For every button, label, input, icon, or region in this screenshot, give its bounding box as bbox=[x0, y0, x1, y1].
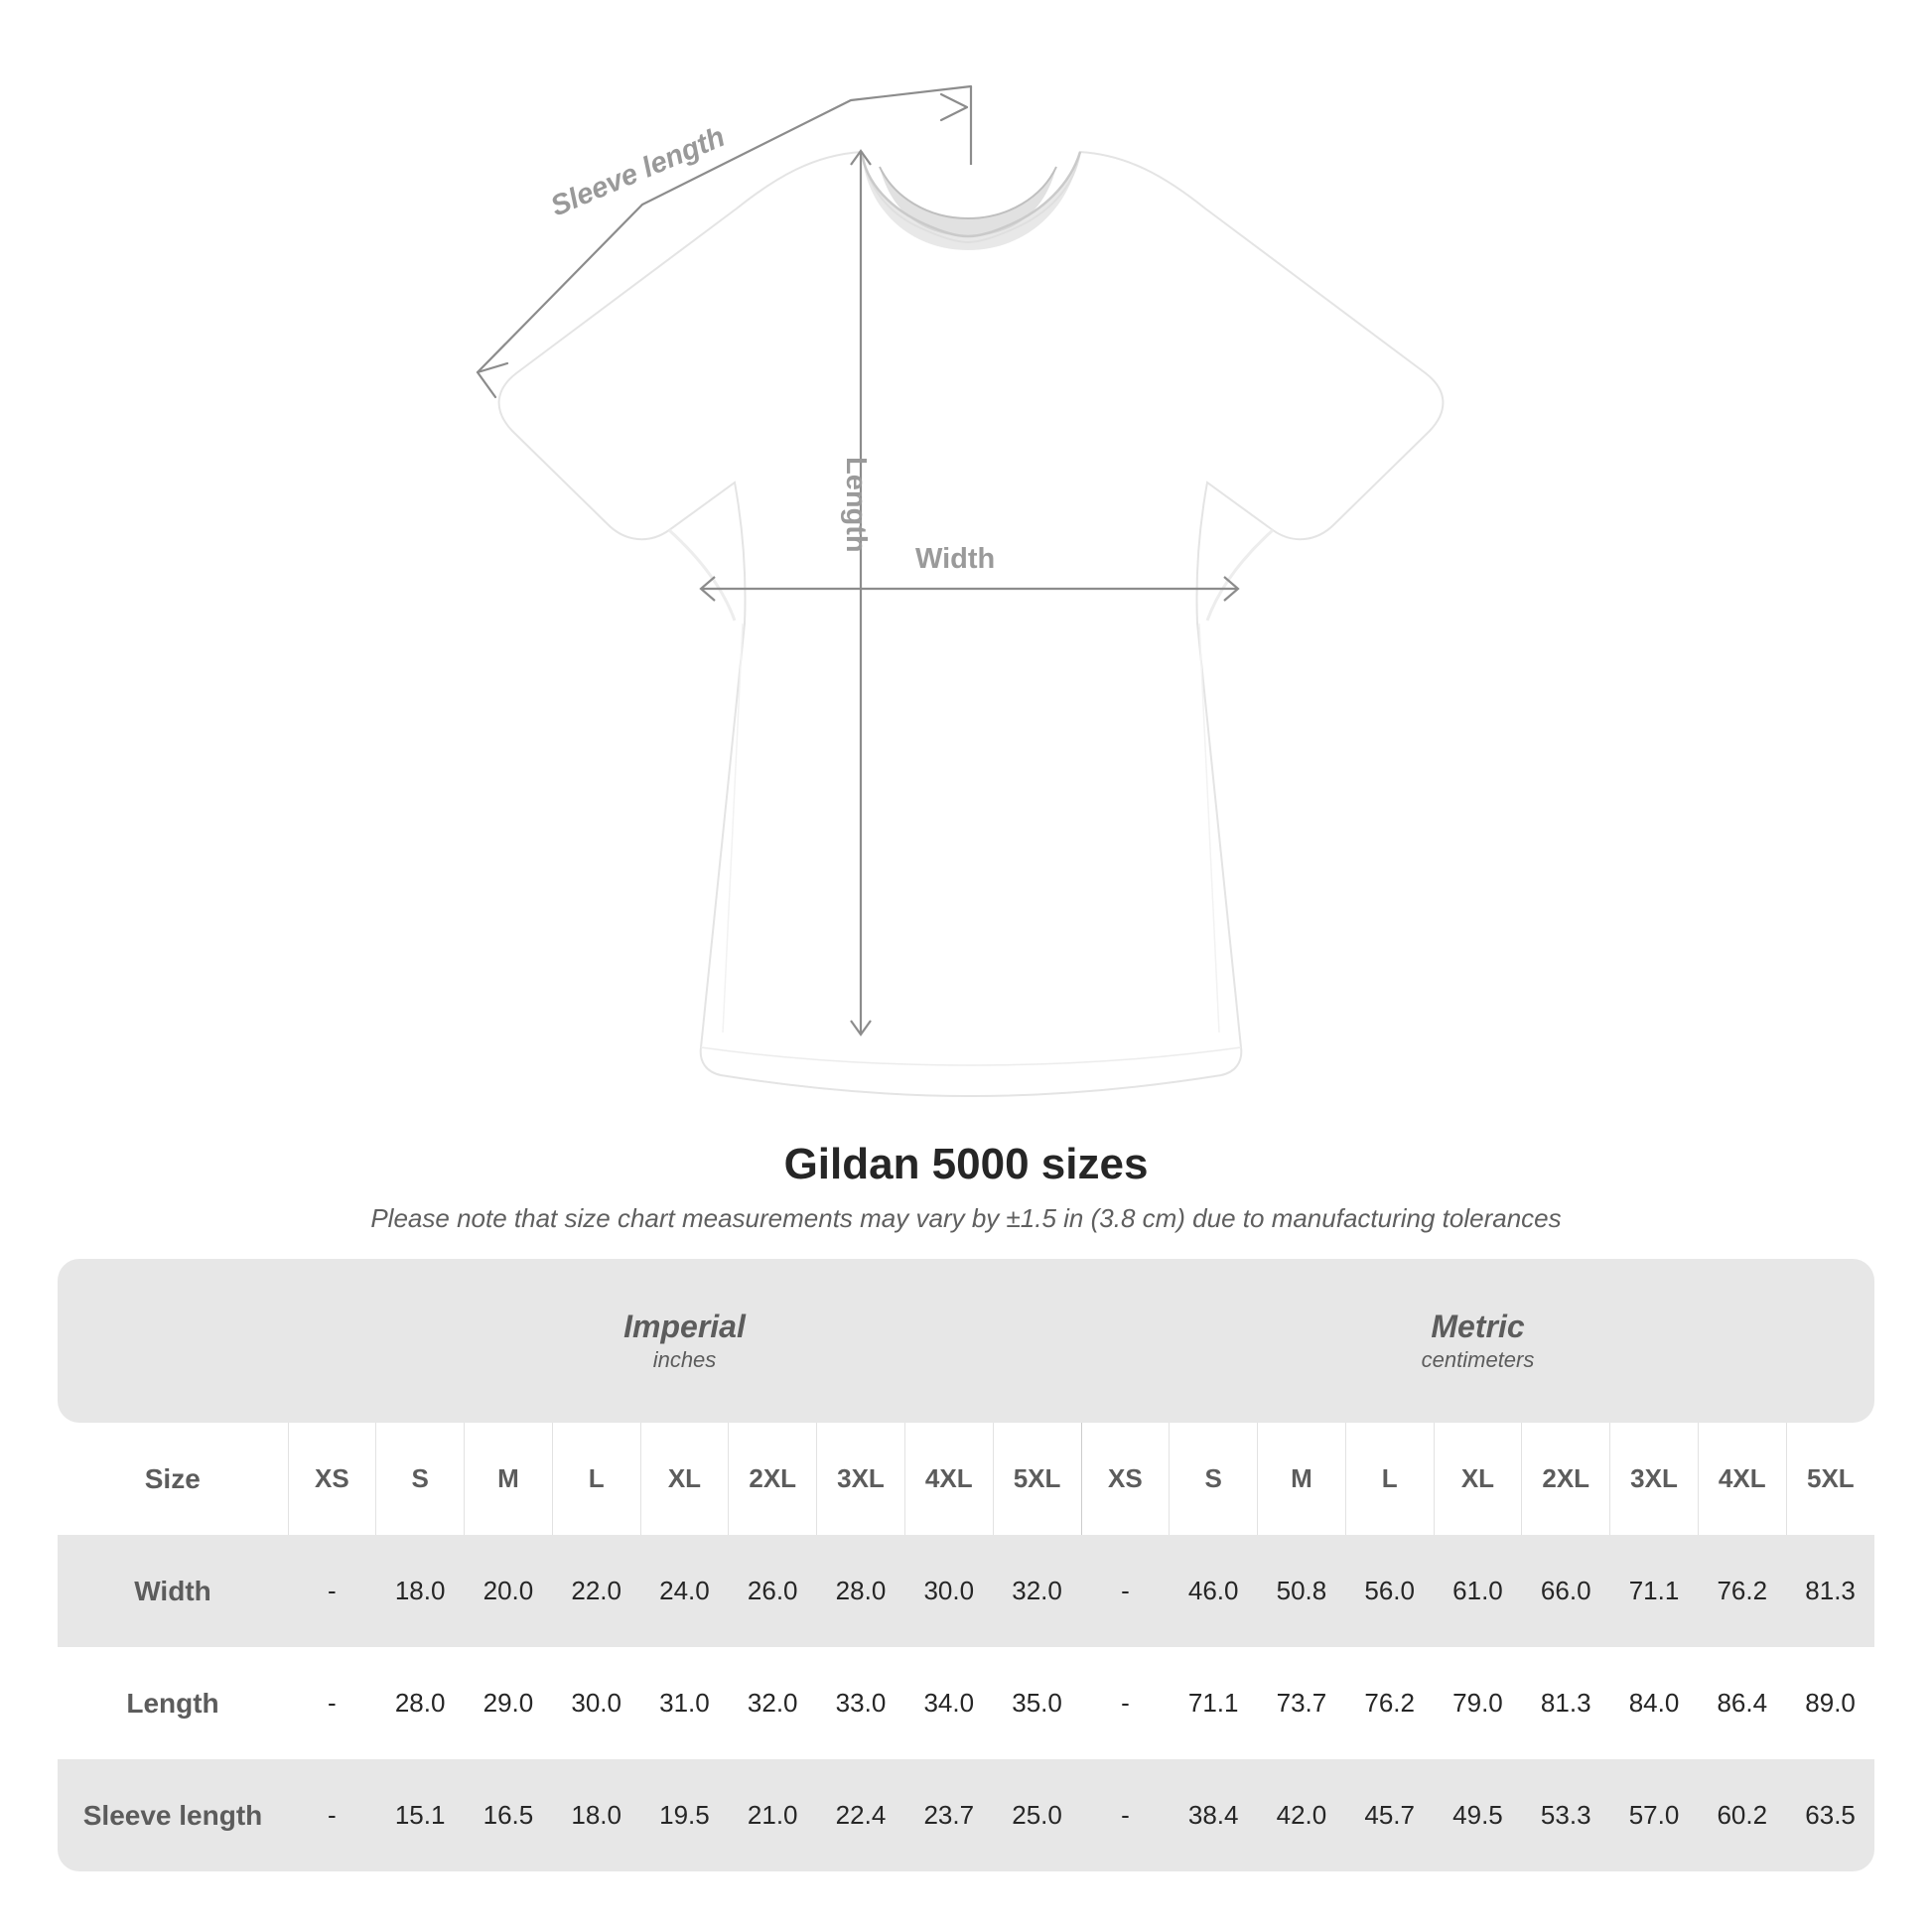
svg-text:Length: Length bbox=[840, 457, 872, 553]
svg-text:Width: Width bbox=[915, 543, 995, 575]
